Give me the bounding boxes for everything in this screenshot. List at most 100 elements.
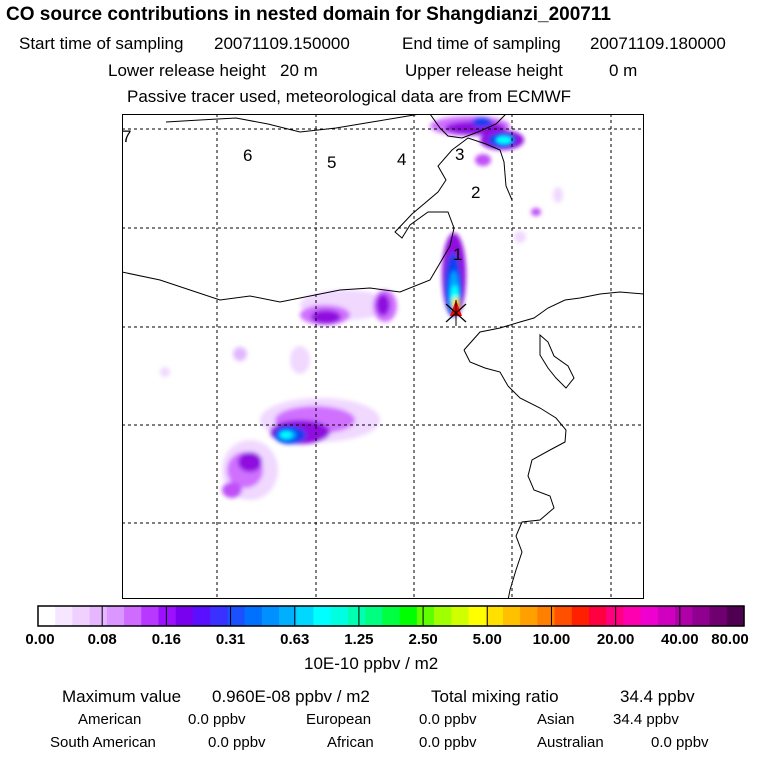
african-label: African — [327, 734, 374, 751]
plume-cyan-ne — [495, 135, 513, 145]
lower-release-value: 20 m — [280, 61, 318, 80]
australian-value: 0.0 ppbv — [651, 734, 709, 751]
colorbar-cell — [72, 606, 91, 626]
south-american-value: 0.0 ppbv — [208, 734, 266, 751]
plume-spot-b — [160, 367, 170, 377]
map-frame — [122, 114, 644, 599]
trajectory-label-5: 5 — [327, 153, 336, 172]
colorbar-cell — [158, 606, 177, 626]
plume-spot-a — [233, 347, 247, 361]
colorbar-cell — [623, 606, 642, 626]
upper-release-label: Upper release height — [405, 61, 563, 80]
colorbar-cell — [640, 606, 659, 626]
colorbar-tick-label: 1.25 — [344, 631, 374, 648]
colorbar-tick-label: 5.00 — [472, 631, 502, 648]
colorbar-tick-label: 20.00 — [596, 631, 635, 648]
start-time-label: Start time of sampling — [19, 34, 184, 53]
colorbar-cell — [537, 606, 556, 626]
colorbar-units: 10E-10 ppbv / m2 — [304, 654, 439, 673]
colorbar-cell — [175, 606, 194, 626]
asian-label: Asian — [537, 711, 575, 728]
tracer-note: Passive tracer used, meteorological data… — [127, 87, 572, 106]
colorbar-cell — [675, 606, 693, 626]
border-central — [122, 137, 513, 303]
colorbar-cell — [244, 606, 263, 626]
colorbar-cell — [571, 606, 590, 626]
colorbar-tick-label: 0.16 — [151, 631, 181, 648]
asian-value: 34.4 ppbv — [613, 711, 679, 728]
colorbar-tick-label: 2.50 — [408, 631, 438, 648]
colorbar-tick-label: 40.00 — [661, 631, 699, 648]
colorbar-cell — [296, 606, 315, 626]
coast-east — [463, 349, 567, 599]
colorbar-cell — [709, 606, 728, 626]
colorbar-cell — [124, 606, 142, 626]
trajectory-label-7: 7 — [122, 127, 131, 146]
african-value: 0.0 ppbv — [419, 734, 477, 751]
border-northeast — [429, 114, 507, 139]
plume-blue-top — [472, 117, 492, 127]
page-title: CO source contributions in nested domain… — [6, 4, 611, 25]
colorbar-cell — [726, 606, 745, 626]
colorbar-cell — [330, 606, 349, 626]
colorbar-tick-label: 80.00 — [711, 631, 749, 648]
colorbar-tick-label: 10.00 — [532, 631, 571, 648]
american-value: 0.0 ppbv — [188, 711, 246, 728]
european-value: 0.0 ppbv — [419, 711, 477, 728]
european-label: European — [306, 711, 372, 728]
colorbar-cell — [89, 606, 108, 626]
plume-halo-mid — [290, 346, 310, 374]
total-mixing-value: 34.4 ppbv — [620, 687, 695, 706]
colorbar-tick-label: 0.63 — [280, 631, 310, 648]
colorbar-tick-label: 0.31 — [215, 631, 246, 648]
colorbar-cell — [434, 606, 452, 626]
colorbar-cell — [382, 606, 401, 626]
colorbar-cell — [141, 606, 160, 626]
trajectory-label-3: 3 — [455, 145, 464, 164]
colorbar-cell — [554, 606, 573, 626]
end-time-value: 20071109.180000 — [590, 34, 726, 53]
end-time-label: End time of sampling — [402, 34, 561, 53]
colorbar-cell — [55, 606, 74, 626]
colorbar-cell — [38, 606, 56, 626]
plume-violet-e — [531, 208, 541, 216]
upper-release-value: 0 m — [609, 61, 638, 80]
colorbar-cell — [520, 606, 538, 626]
receptor-marker — [445, 300, 467, 326]
colorbar-cell — [416, 606, 435, 626]
american-label: American — [78, 711, 142, 728]
colorbar-cell — [347, 606, 366, 626]
plume-purple-c2 — [376, 294, 390, 316]
colorbar-tick-label: 0.08 — [87, 631, 117, 648]
coast-peninsula — [539, 333, 575, 389]
coastlines — [122, 114, 644, 599]
colorbar-cell — [657, 606, 676, 626]
plume-spot-d — [553, 187, 563, 203]
colorbar-dividers — [101, 606, 681, 626]
plume-violet-sw3 — [222, 482, 242, 498]
trajectory-label-1: 1 — [453, 245, 462, 264]
plume-violet-n — [475, 154, 491, 166]
plume-purple-c1 — [311, 310, 341, 324]
plume-spot-c — [514, 231, 526, 243]
trajectory-label-2: 2 — [471, 183, 480, 202]
colorbar-cell — [502, 606, 521, 626]
lower-release-label: Lower release height — [108, 61, 266, 80]
plume-cyan-sw — [280, 431, 292, 439]
colorbar-cell — [485, 606, 504, 626]
trajectory-label-6: 6 — [243, 146, 252, 165]
colorbar-cell — [365, 606, 383, 626]
map-grid — [122, 114, 644, 599]
colorbar-cell — [692, 606, 711, 626]
border-north — [165, 114, 421, 133]
total-mixing-label: Total mixing ratio — [431, 687, 559, 706]
colorbar — [38, 606, 745, 626]
colorbar-cell — [192, 606, 211, 626]
colorbar-cell — [451, 606, 470, 626]
south-american-label: South American — [50, 734, 156, 751]
colorbar-cell — [261, 606, 280, 626]
colorbar-cell — [313, 606, 332, 626]
colorbar-cell — [589, 606, 607, 626]
colorbar-cell — [279, 606, 297, 626]
